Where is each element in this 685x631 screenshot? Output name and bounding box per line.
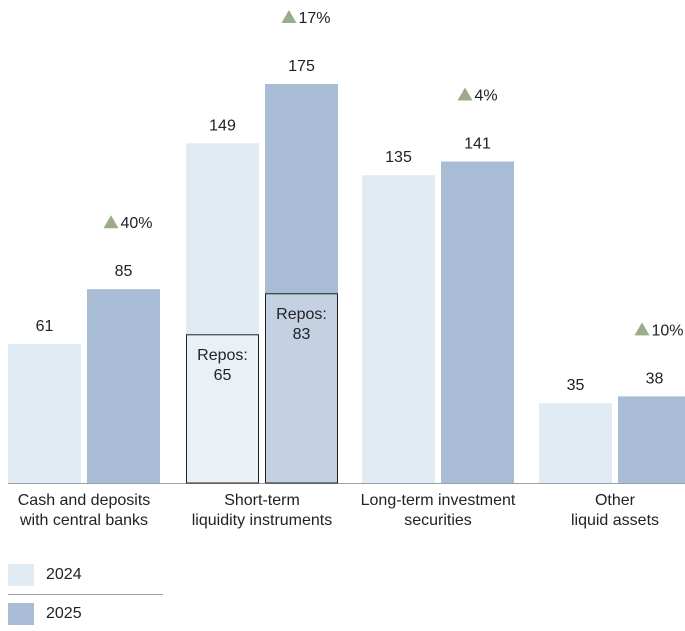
value-label-2024-2: 135 — [385, 149, 412, 166]
repos-box-1 — [265, 293, 338, 484]
change-up-icon-2 — [457, 87, 473, 101]
repos-label-1-0: Repos: — [276, 306, 327, 323]
category-label-1-1: liquidity instruments — [192, 512, 333, 529]
value-label-2025-3: 38 — [646, 370, 664, 387]
bar-2025-0 — [87, 289, 160, 483]
change-label-2: 4% — [475, 88, 498, 105]
change-up-icon-0 — [103, 215, 119, 229]
legend-item-2024: 2024 — [8, 560, 168, 590]
legend-divider — [8, 594, 163, 595]
bar-2024-3 — [539, 403, 612, 483]
repos-label-0-1: 65 — [214, 367, 232, 384]
category-label-1-0: Short-term — [224, 492, 300, 509]
legend: 2024 2025 — [8, 560, 168, 629]
bar-2024-0 — [8, 343, 81, 483]
value-label-2024-0: 61 — [36, 318, 54, 335]
bar-2025-2 — [441, 161, 514, 483]
bar-2024-2 — [362, 175, 435, 483]
category-label-2-1: securities — [404, 512, 472, 529]
value-label-2025-0: 85 — [115, 263, 133, 280]
category-label-3-1: liquid assets — [571, 512, 659, 529]
legend-label-2024: 2024 — [46, 566, 82, 583]
category-label-0-1: with central banks — [19, 512, 148, 529]
category-label-3-0: Other — [595, 492, 636, 509]
change-up-icon-1 — [281, 10, 297, 23]
legend-item-2025: 2025 — [8, 599, 168, 629]
change-label-0: 40% — [121, 215, 153, 232]
change-label-3: 10% — [652, 322, 684, 339]
value-label-2025-1: 175 — [288, 58, 315, 75]
value-label-2024-1: 149 — [209, 117, 236, 134]
repos-label-1-1: 83 — [293, 326, 311, 343]
category-label-2-0: Long-term investment — [361, 492, 516, 509]
bar-2025-3 — [618, 396, 685, 483]
change-up-icon-3 — [634, 322, 650, 336]
value-label-2024-3: 35 — [567, 377, 585, 394]
repos-label-0-0: Repos: — [197, 347, 248, 364]
legend-swatch-2025 — [8, 603, 34, 625]
value-label-2025-2: 141 — [464, 136, 491, 153]
legend-label-2025: 2025 — [46, 605, 82, 622]
legend-swatch-2024 — [8, 564, 34, 586]
repos-box-0 — [186, 334, 259, 484]
change-label-1: 17% — [299, 10, 331, 27]
category-label-0-0: Cash and deposits — [18, 492, 151, 509]
